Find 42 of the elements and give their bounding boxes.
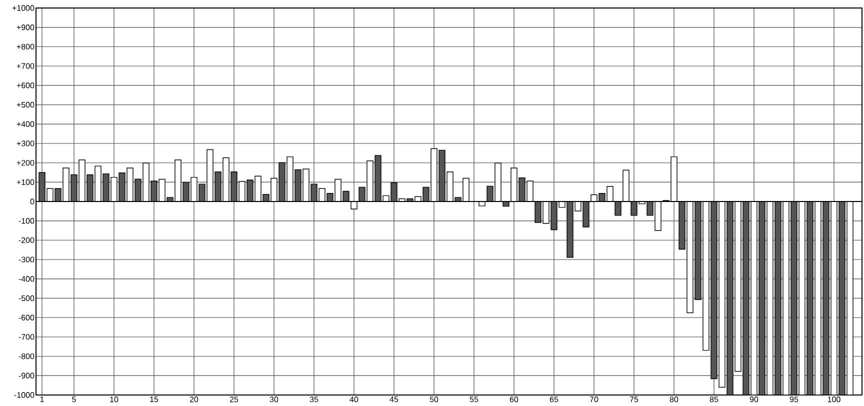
x-tick-label: 20 [190,396,198,402]
y-tick-label: +600 [16,82,34,88]
y-tick-label: 0 [30,198,34,205]
x-tick-label: 70 [590,396,598,402]
y-tick-label: +100 [16,180,34,186]
y-tick-label: -1000 [14,392,34,398]
y-tick-label: +500 [16,102,34,108]
x-tick-label: 1 [40,396,44,402]
x-tick-label: 90 [750,396,758,402]
x-tick-label: 25 [230,396,238,402]
y-tick-label: -300 [18,256,34,263]
y-tick-label: -600 [18,314,34,321]
y-tick-label: +1000 [12,5,34,12]
y-tick-label: +800 [16,44,34,50]
x-tick-label: 10 [110,396,118,402]
y-tick-label: +200 [16,160,34,166]
x-tick-label: 15 [150,396,158,402]
y-tick-label: -400 [18,276,34,282]
y-tick-label: -900 [18,373,34,379]
y-tick-label: +900 [16,24,34,30]
y-tick-label: +700 [16,63,34,70]
y-tick-label: +400 [16,121,34,128]
x-tick-label: 40 [350,396,358,402]
x-tick-label: 50 [430,396,438,402]
x-tick-label: 100 [828,396,840,402]
x-tick-label: 30 [270,396,278,402]
x-tick-label: 65 [550,396,558,402]
y-tick-label: -800 [18,354,34,360]
x-tick-label: 85 [710,396,718,402]
x-tick-label: 95 [790,396,798,402]
x-tick-label: 5 [72,396,76,402]
x-tick-label: 45 [390,396,398,402]
y-tick-label: +300 [16,140,34,147]
y-tick-label: -200 [18,238,34,244]
y-tick-label: -100 [18,218,34,224]
x-tick-label: 35 [310,396,318,402]
y-tick-label: -700 [18,334,34,340]
x-tick-label: 55 [470,396,478,402]
x-tick-label: 80 [670,396,678,402]
x-tick-label: 60 [510,396,518,402]
y-tick-label: -500 [18,296,34,302]
x-tick-label: 75 [630,396,638,402]
